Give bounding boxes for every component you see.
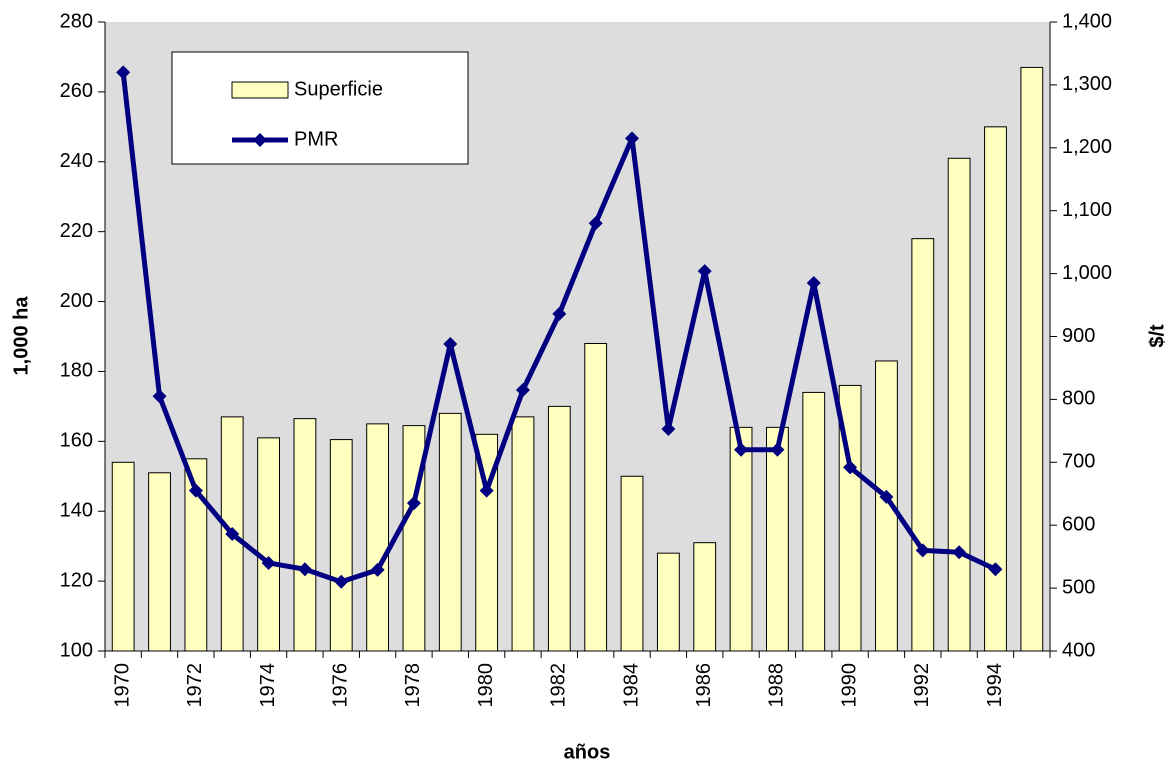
x-tick-label: 1970 — [111, 663, 133, 708]
x-tick-label: 1988 — [766, 663, 788, 708]
marker — [952, 545, 967, 560]
y-tick-label: 160 — [60, 430, 93, 452]
bar — [1020, 66, 1044, 652]
legend-label: Superficie — [294, 78, 383, 100]
y2-tick-label: 1,400 — [1062, 10, 1112, 32]
bar — [729, 426, 753, 652]
marker — [370, 562, 385, 577]
bar — [329, 439, 353, 652]
marker — [625, 131, 640, 146]
bar — [802, 391, 826, 652]
y2-tick-label: 500 — [1062, 576, 1095, 598]
bar — [111, 461, 135, 652]
legend — [171, 51, 469, 165]
y2-tick-label: 700 — [1062, 451, 1095, 473]
marker — [443, 337, 458, 352]
x-tick-label: 1978 — [402, 663, 424, 708]
y2-tick-label: 800 — [1062, 388, 1095, 410]
y-tick-label: 260 — [60, 80, 93, 102]
marker — [116, 65, 131, 80]
bar — [366, 423, 390, 652]
y-tick-label: 200 — [60, 290, 93, 312]
marker — [334, 574, 349, 589]
bar — [911, 238, 935, 652]
y-tick-label: 100 — [60, 639, 93, 661]
bar — [257, 437, 280, 652]
y2-tick-label: 600 — [1062, 513, 1095, 535]
marker — [988, 562, 1003, 577]
legend-swatch — [231, 81, 289, 99]
bar — [438, 412, 462, 652]
marker — [515, 382, 530, 397]
marker — [588, 216, 603, 231]
y-tick-label: 280 — [60, 10, 93, 32]
marker — [661, 421, 676, 436]
marker — [879, 489, 894, 504]
marker — [915, 543, 930, 558]
y-tick-label: 140 — [60, 500, 93, 522]
legend-label: PMR — [294, 128, 338, 150]
y2-tick-label: 1,100 — [1062, 199, 1112, 221]
marker — [225, 527, 240, 542]
y-tick-label: 220 — [60, 220, 93, 242]
y2-tick-label: 1,000 — [1062, 262, 1112, 284]
marker — [552, 306, 567, 321]
marker — [806, 276, 821, 291]
x-axis-title: años — [564, 741, 611, 763]
bar — [693, 542, 717, 652]
x-tick-label: 1984 — [620, 663, 642, 708]
x-tick-label: 1994 — [984, 663, 1006, 708]
bar — [547, 405, 571, 652]
marker — [188, 483, 203, 498]
marker — [406, 496, 421, 511]
legend-swatch — [253, 133, 267, 147]
x-tick-label: 1992 — [911, 663, 933, 708]
marker — [843, 460, 858, 475]
y-tick-label: 180 — [60, 360, 93, 382]
bar — [620, 475, 644, 652]
bar — [584, 342, 608, 652]
y-tick-label: 240 — [60, 150, 93, 172]
marker — [479, 483, 494, 498]
bar — [766, 426, 789, 652]
marker — [734, 442, 749, 457]
x-tick-label: 1972 — [184, 663, 206, 708]
marker — [261, 555, 276, 570]
x-tick-label: 1986 — [693, 663, 715, 708]
x-tick-label: 1990 — [838, 663, 860, 708]
bar — [947, 157, 971, 652]
x-tick-label: 1974 — [257, 663, 279, 708]
x-tick-label: 1982 — [548, 663, 570, 708]
y2-tick-label: 1,200 — [1062, 136, 1112, 158]
marker — [152, 389, 167, 404]
y2-tick-label: 400 — [1062, 639, 1095, 661]
bar — [656, 552, 680, 652]
bar — [148, 472, 171, 652]
y2-tick-label: 1,300 — [1062, 73, 1112, 95]
bar — [293, 418, 317, 652]
y-axis-title: 1,000 ha — [10, 296, 32, 376]
y2-tick-label: 900 — [1062, 325, 1095, 347]
marker — [770, 442, 785, 457]
marker — [697, 264, 712, 279]
y-tick-label: 120 — [60, 569, 93, 591]
y2-axis-title: $/t — [1146, 324, 1168, 348]
bar — [511, 416, 535, 652]
marker — [297, 562, 312, 577]
x-tick-label: 1980 — [475, 663, 497, 708]
x-tick-label: 1976 — [330, 663, 352, 708]
